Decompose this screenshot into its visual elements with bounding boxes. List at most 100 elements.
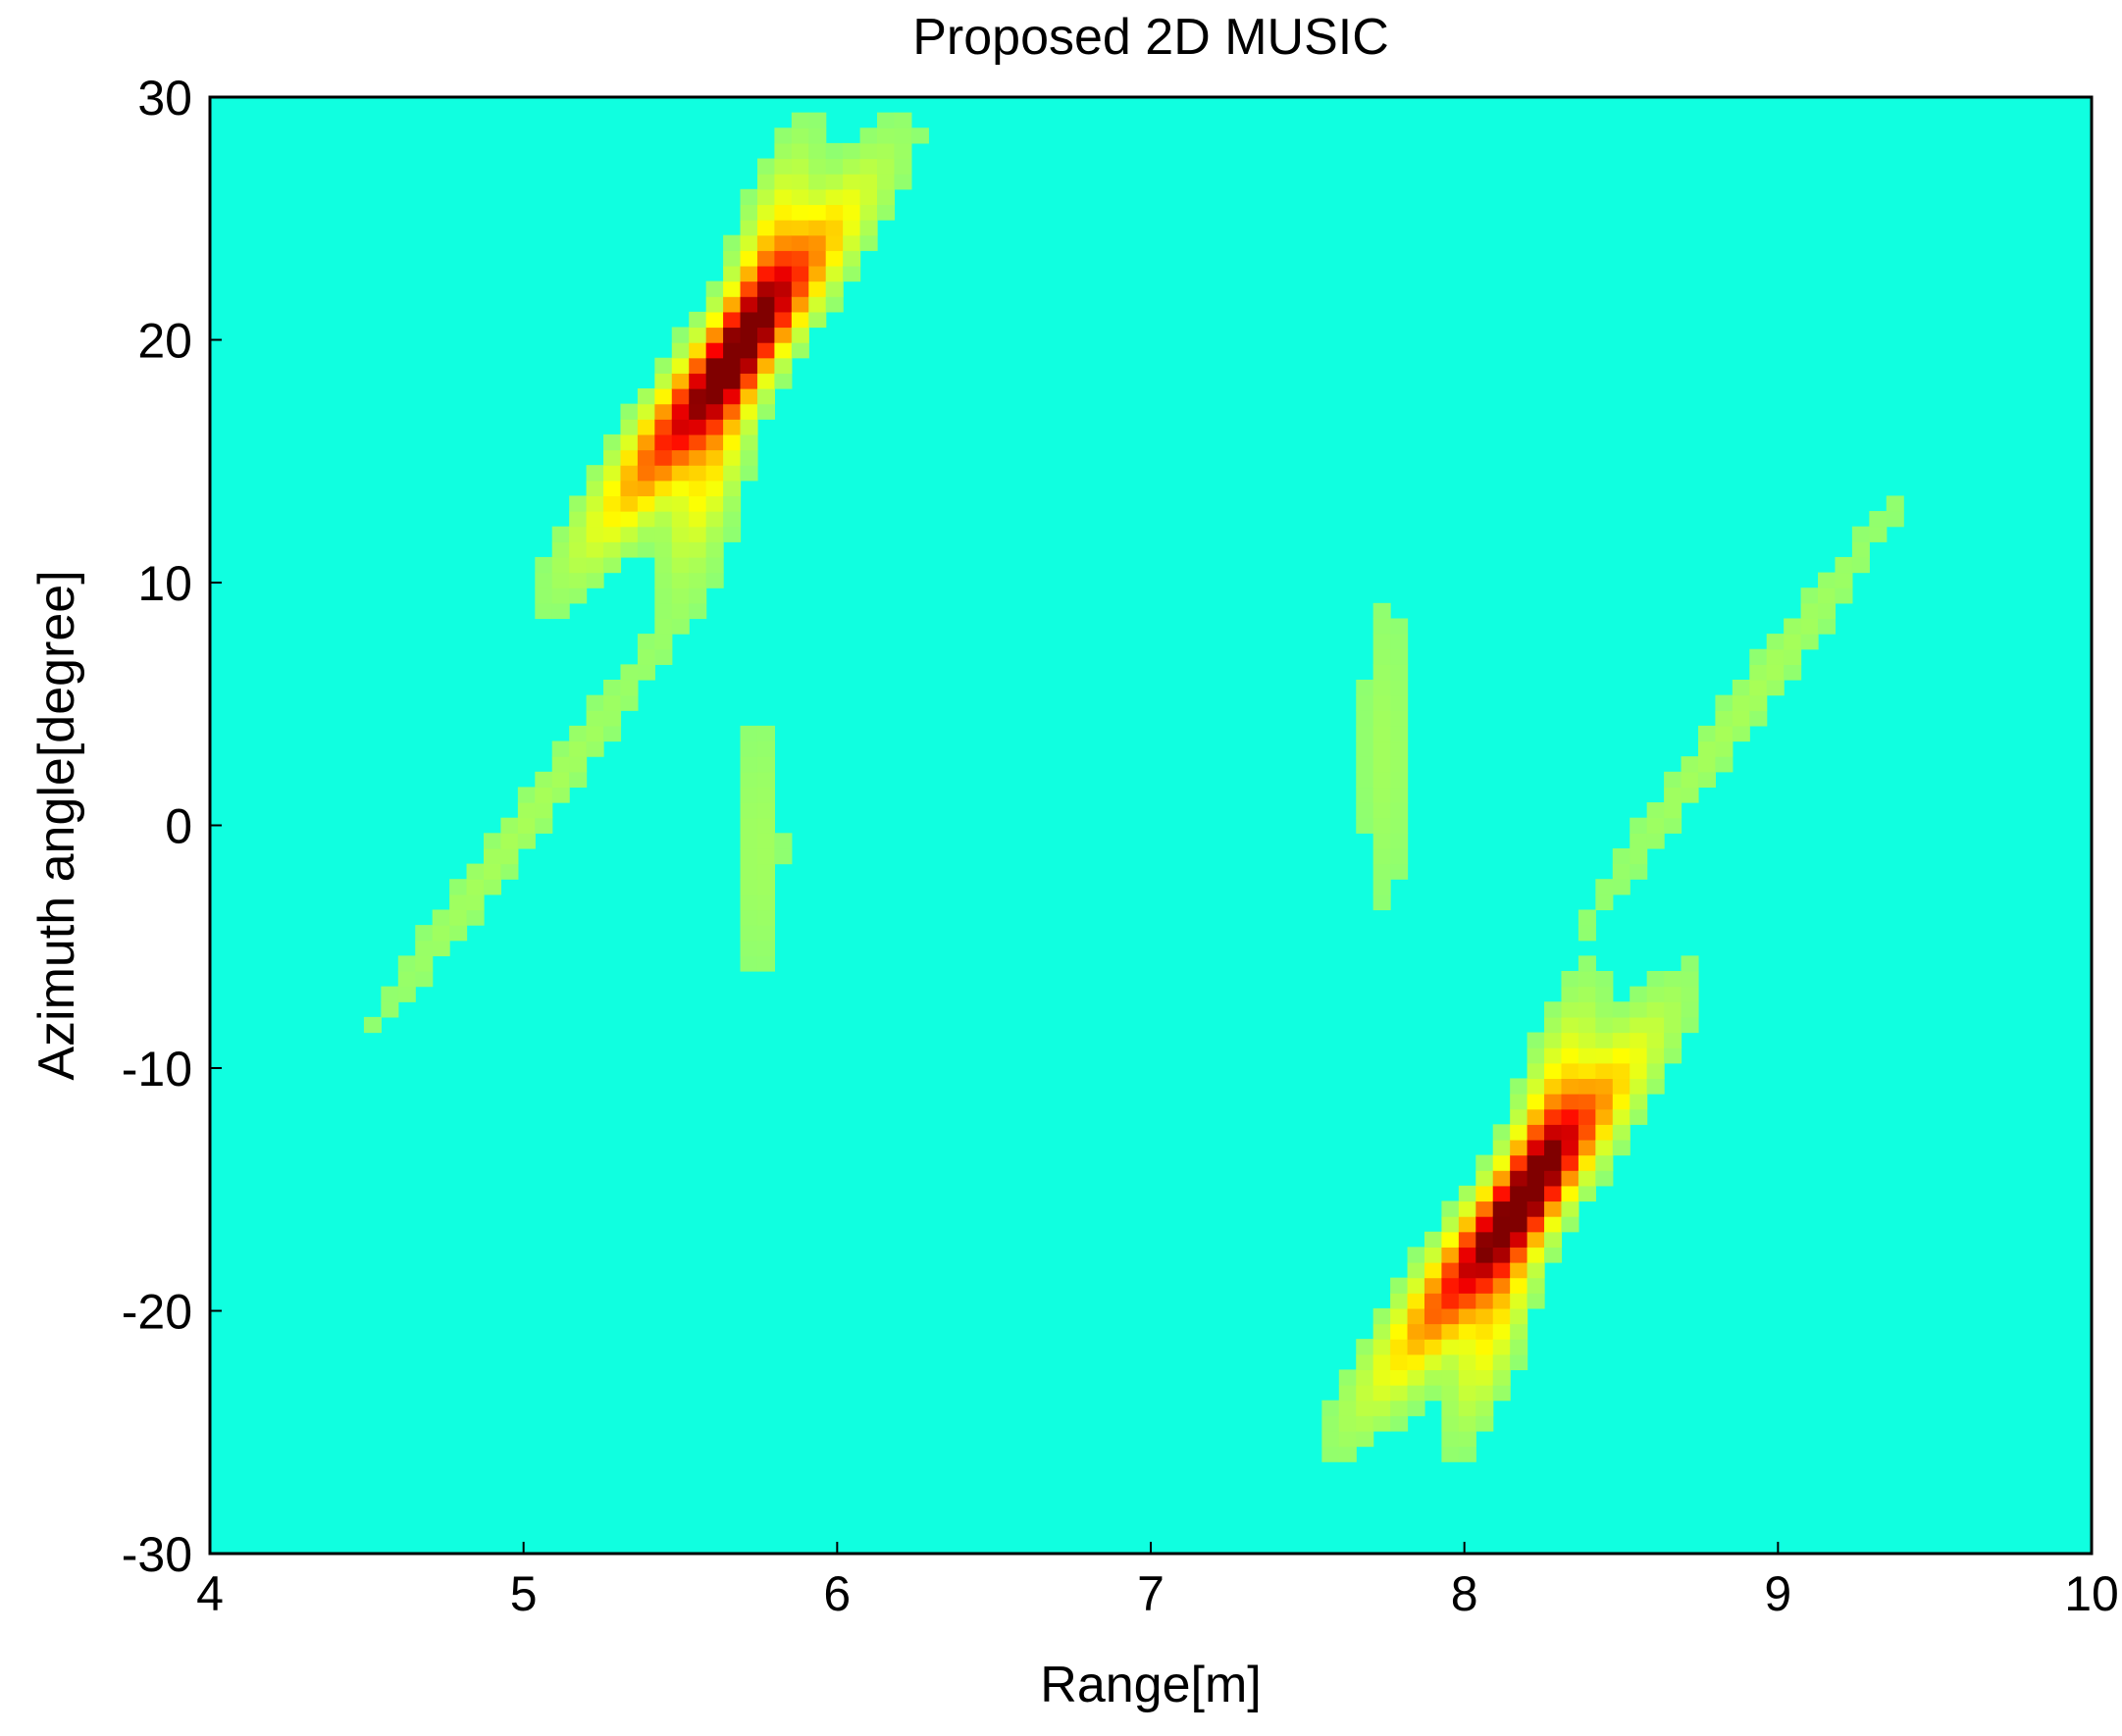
heatmap-cell <box>1441 1446 1460 1462</box>
heatmap-cell <box>1715 710 1734 727</box>
heatmap-cell <box>1492 1385 1511 1402</box>
heatmap-cell <box>723 327 742 343</box>
heatmap-cell <box>1595 971 1614 988</box>
heatmap-cell <box>671 572 690 588</box>
heatmap-cell <box>1356 725 1374 742</box>
heatmap-cell <box>1561 1094 1579 1110</box>
heatmap-cell <box>740 925 758 942</box>
heatmap-cell <box>1664 787 1682 803</box>
heatmap-cell <box>705 373 724 389</box>
x-tick-label: 7 <box>1137 1566 1165 1621</box>
heatmap-cell <box>1527 1047 1545 1064</box>
heatmap-cell <box>825 174 844 190</box>
heatmap-cell <box>1818 618 1837 635</box>
heatmap-cell <box>705 403 724 420</box>
heatmap-cell <box>1527 1108 1545 1125</box>
heatmap-cell <box>637 480 655 497</box>
heatmap-cell <box>705 327 724 343</box>
heatmap-cell <box>1475 1400 1494 1416</box>
heatmap-cell <box>1492 1293 1511 1309</box>
heatmap-cell <box>1356 1400 1374 1416</box>
heatmap-cell <box>1390 1339 1409 1355</box>
heatmap-cell <box>910 128 929 144</box>
heatmap-cell <box>1527 1262 1545 1279</box>
heatmap-cell <box>689 434 707 451</box>
heatmap-cell <box>1835 572 1853 588</box>
heatmap-cell <box>1544 1078 1563 1095</box>
heatmap-cell <box>859 174 878 190</box>
heatmap-cell <box>1458 1446 1476 1462</box>
heatmap-cell <box>723 281 742 297</box>
heatmap-cell <box>1390 1369 1409 1386</box>
y-tick-label: 10 <box>137 556 192 611</box>
heatmap-cell <box>654 357 673 374</box>
heatmap-cell <box>449 925 468 942</box>
heatmap-cell <box>1458 1247 1476 1263</box>
heatmap-cell <box>1407 1323 1425 1340</box>
heatmap-cell <box>1595 986 1614 1002</box>
heatmap-cell <box>1646 1078 1665 1095</box>
heatmap-cell <box>756 388 775 405</box>
heatmap-cell <box>603 694 622 711</box>
heatmap-cell <box>1492 1247 1511 1263</box>
heatmap-cell <box>517 787 536 803</box>
heatmap-cell <box>654 434 673 451</box>
heatmap-cell <box>654 419 673 435</box>
heatmap-cell <box>756 188 775 206</box>
heatmap-cell <box>791 234 809 251</box>
heatmap-cell <box>1578 1062 1596 1080</box>
heatmap-cell <box>1612 1108 1630 1125</box>
heatmap-cell <box>756 787 775 803</box>
heatmap-cell <box>1544 1154 1563 1171</box>
heatmap-cell <box>740 204 758 221</box>
heatmap-cell <box>791 128 809 144</box>
heatmap-cell <box>1697 740 1716 757</box>
heatmap-cell <box>1527 1139 1545 1156</box>
heatmap-cell <box>894 128 912 144</box>
heatmap-cell <box>500 817 519 834</box>
heatmap-cell <box>859 188 878 206</box>
heatmap-cell <box>586 480 604 497</box>
heatmap-cell <box>586 740 604 757</box>
heatmap-cell <box>637 449 655 466</box>
heatmap-cell <box>1527 1185 1545 1202</box>
heatmap-cell <box>1664 971 1682 988</box>
heatmap-cell <box>466 894 485 911</box>
heatmap-cell <box>1595 1139 1614 1156</box>
heatmap-cell <box>483 879 502 895</box>
heatmap-cell <box>603 725 622 742</box>
heatmap-cell <box>1646 1062 1665 1080</box>
heatmap-cell <box>1766 648 1785 665</box>
heatmap-cell <box>1356 680 1374 696</box>
heatmap-cell <box>517 833 536 849</box>
heatmap-cell <box>1492 1154 1511 1171</box>
heatmap-cell <box>1612 1047 1630 1064</box>
heatmap-cell <box>620 465 639 482</box>
heatmap-cell <box>877 188 896 206</box>
heatmap-cell <box>671 327 690 343</box>
heatmap-cell <box>1510 1323 1528 1340</box>
heatmap-cell <box>1578 971 1596 988</box>
heatmap-cell <box>620 511 639 528</box>
heatmap-cell <box>1407 1307 1425 1325</box>
heatmap-cell <box>740 342 758 359</box>
heatmap-cell <box>723 495 742 512</box>
heatmap-cell <box>756 342 775 359</box>
heatmap-cell <box>1886 511 1904 528</box>
heatmap-cell <box>1818 587 1837 604</box>
heatmap-cell <box>637 434 655 451</box>
heatmap-cell <box>1595 1062 1614 1080</box>
heatmap-cell <box>1407 1262 1425 1279</box>
heatmap-cell <box>723 449 742 466</box>
heatmap-cell <box>723 419 742 435</box>
heatmap-cell <box>500 847 519 865</box>
heatmap-cell <box>1578 1047 1596 1064</box>
heatmap-cell <box>1818 602 1837 620</box>
heatmap-cell <box>843 158 861 175</box>
heatmap-cell <box>654 634 673 650</box>
heatmap-cell <box>1458 1415 1476 1432</box>
heatmap-cell <box>843 204 861 221</box>
heatmap-cell <box>1458 1430 1476 1448</box>
heatmap-cell <box>1578 909 1596 926</box>
heatmap-cell <box>1372 664 1391 681</box>
